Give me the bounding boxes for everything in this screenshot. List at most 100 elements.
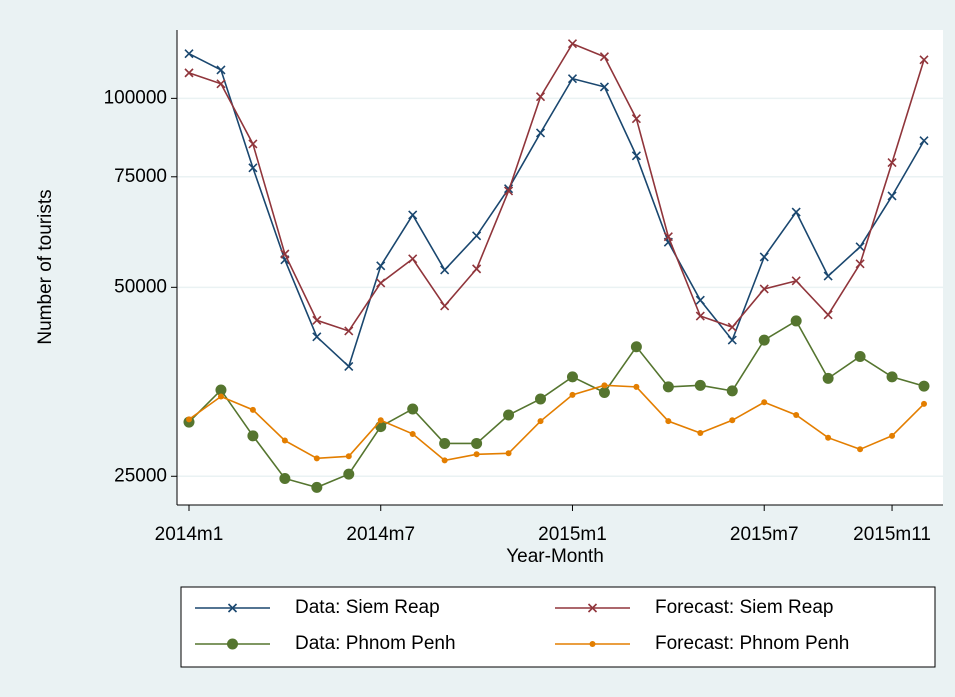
marker <box>184 49 194 59</box>
y-tick-label: 75000 <box>114 166 167 187</box>
marker <box>376 278 386 288</box>
marker <box>589 641 596 647</box>
marker <box>441 457 448 464</box>
marker <box>630 341 642 353</box>
marker <box>248 139 258 149</box>
marker <box>440 265 450 275</box>
marker <box>598 386 610 398</box>
marker <box>887 158 897 168</box>
marker <box>695 311 705 321</box>
marker <box>409 430 416 437</box>
marker <box>279 472 291 484</box>
marker <box>631 151 641 161</box>
legend-label: Data: Siem Reap <box>295 597 440 618</box>
marker <box>216 79 226 89</box>
x-axis-title: Year-Month <box>506 546 604 567</box>
marker <box>217 393 224 400</box>
y-axis-title: Number of tourists <box>35 189 56 344</box>
marker <box>601 382 608 389</box>
marker <box>854 350 866 362</box>
series-line <box>188 52 925 368</box>
marker <box>537 418 544 425</box>
marker <box>918 380 930 392</box>
marker <box>631 114 641 124</box>
marker <box>694 379 706 391</box>
marker <box>216 65 226 75</box>
marker <box>503 186 514 196</box>
plot-area <box>177 30 943 505</box>
marker <box>695 295 705 305</box>
marker <box>855 259 865 269</box>
marker <box>535 128 546 138</box>
marker <box>633 383 640 390</box>
marker <box>472 231 482 241</box>
marker <box>727 322 737 332</box>
legend-label: Forecast: Phnom Penh <box>655 633 849 654</box>
series-line <box>188 42 925 332</box>
y-tick-label: 50000 <box>114 276 167 297</box>
marker <box>791 276 801 286</box>
marker <box>665 418 672 425</box>
marker <box>663 232 673 242</box>
marker <box>567 74 578 84</box>
marker <box>345 453 352 460</box>
marker <box>791 207 801 217</box>
x-tick-label: 2014m7 <box>346 524 415 545</box>
marker <box>376 261 386 271</box>
marker <box>886 371 898 383</box>
marker <box>344 326 354 336</box>
marker <box>313 455 320 462</box>
marker <box>215 384 227 396</box>
legend-box <box>180 586 936 668</box>
marker <box>248 163 258 173</box>
marker <box>281 437 288 444</box>
x-tick-label: 2015m11 <box>853 524 931 545</box>
series-line <box>188 319 925 489</box>
marker <box>408 254 418 264</box>
marker <box>889 432 896 439</box>
y-tick-label: 100000 <box>104 87 167 108</box>
marker <box>919 136 929 146</box>
marker <box>857 446 864 453</box>
marker <box>227 638 238 650</box>
marker <box>825 434 832 441</box>
legend-label: Forecast: Siem Reap <box>655 597 833 618</box>
x-tick-label: 2014m1 <box>155 524 224 545</box>
marker <box>758 334 770 346</box>
marker <box>921 400 927 407</box>
marker <box>280 249 290 259</box>
marker <box>587 603 598 613</box>
marker <box>761 399 768 406</box>
marker <box>759 284 769 294</box>
series-line <box>188 384 925 462</box>
marker <box>473 451 480 458</box>
marker <box>535 92 546 102</box>
marker <box>184 68 194 78</box>
marker <box>247 430 259 442</box>
marker <box>599 82 610 92</box>
x-tick-label: 2015m7 <box>730 524 799 545</box>
marker <box>311 481 323 493</box>
marker <box>697 430 704 437</box>
marker <box>407 403 419 415</box>
marker <box>312 315 322 325</box>
marker <box>887 191 897 201</box>
marker <box>599 52 610 62</box>
marker <box>408 210 418 220</box>
marker <box>569 391 576 398</box>
marker <box>855 242 865 252</box>
marker <box>727 335 737 345</box>
y-tick-label: 25000 <box>114 465 167 486</box>
marker <box>472 264 482 274</box>
marker <box>823 271 833 281</box>
marker <box>471 437 483 449</box>
marker <box>790 315 802 327</box>
marker <box>662 381 674 393</box>
marker <box>249 406 256 413</box>
marker <box>822 372 834 384</box>
marker <box>567 39 578 49</box>
marker <box>729 417 736 424</box>
marker <box>227 603 238 613</box>
marker <box>823 310 833 320</box>
